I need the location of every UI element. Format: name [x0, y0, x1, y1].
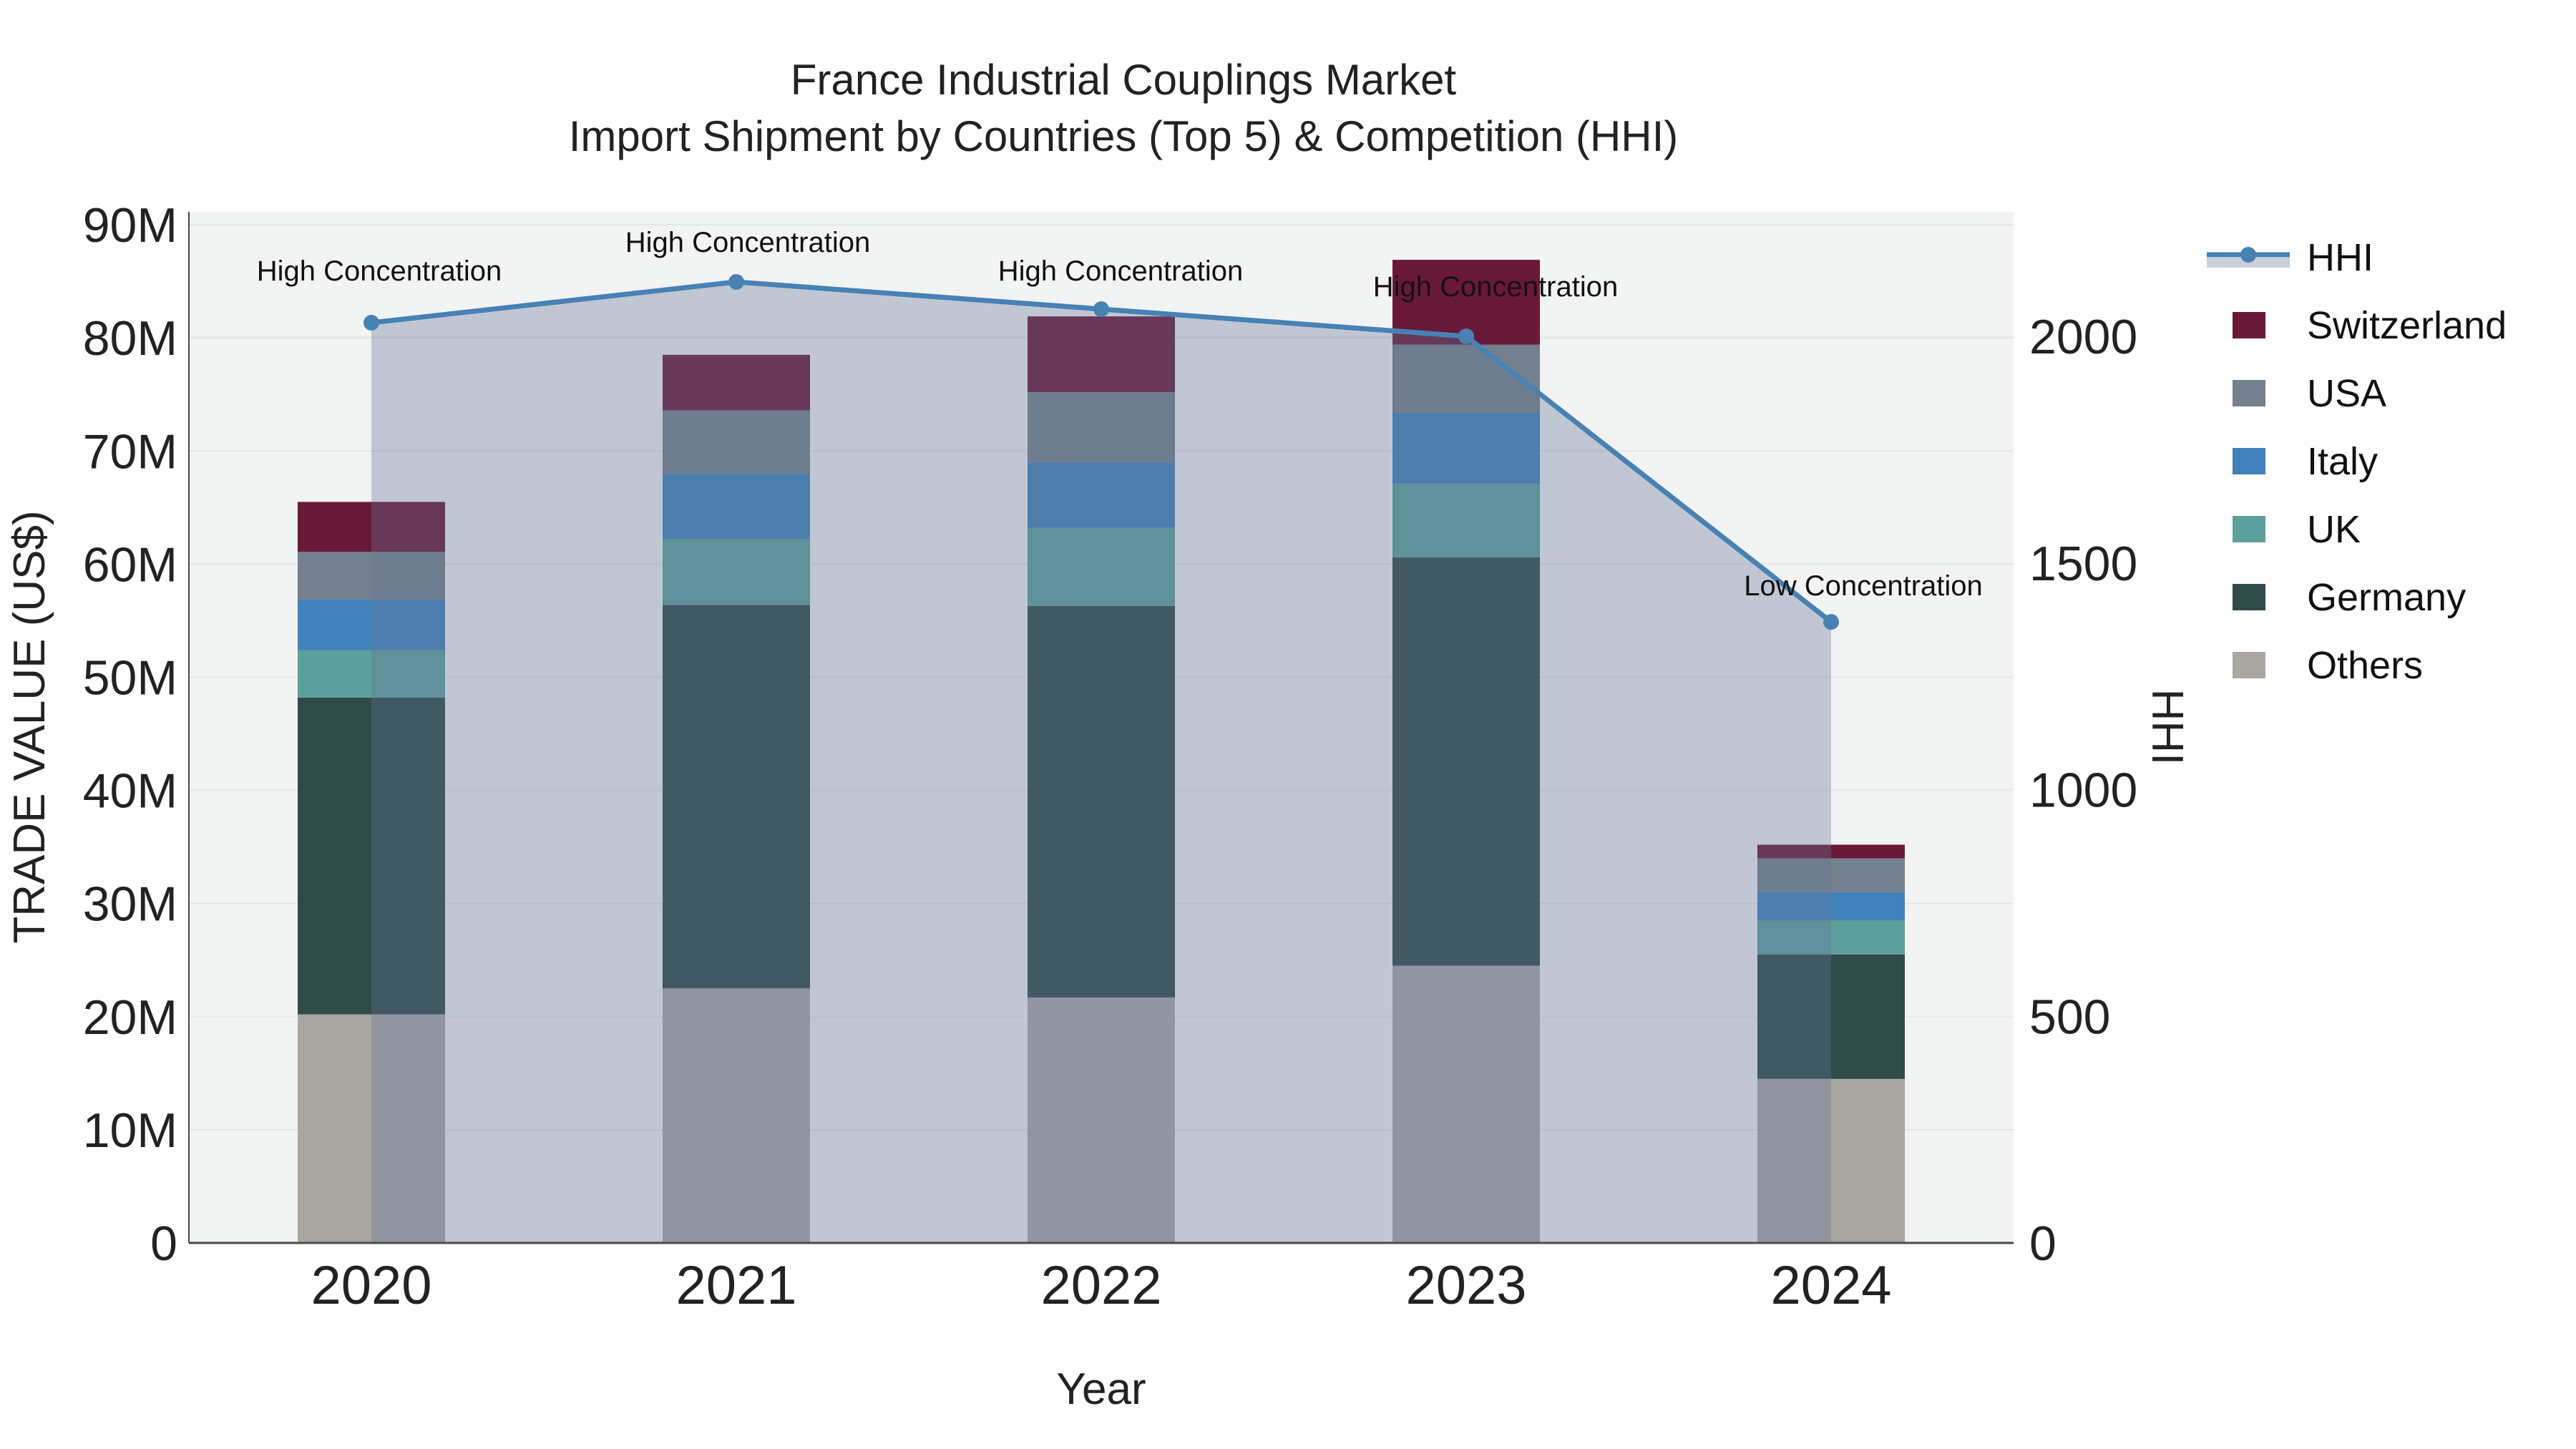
legend-label: Germany: [2307, 575, 2467, 619]
legend-label: USA: [2307, 371, 2387, 415]
bar-segment-2022-switzerland[interactable]: [1028, 316, 1175, 393]
legend-label: UK: [2307, 507, 2361, 551]
color-swatch-icon: [2205, 312, 2298, 338]
color-swatch: [2233, 584, 2265, 610]
y-left-tick-10M: 10M: [83, 1103, 177, 1158]
legend-label: Others: [2307, 643, 2424, 687]
bar-segment-2021-switzerland[interactable]: [663, 354, 810, 411]
bar-segment-2024-usa[interactable]: [1757, 858, 1905, 892]
legend-item-italy[interactable]: Italy: [2205, 427, 2507, 495]
y-left-tick-20M: 20M: [83, 990, 177, 1045]
annotation-2021: High Concentration: [625, 227, 870, 258]
x-tick-2020: 2020: [311, 1255, 431, 1316]
color-swatch: [2233, 380, 2265, 406]
color-swatch-icon: [2205, 652, 2298, 678]
bar-segment-2020-switzerland[interactable]: [298, 502, 445, 552]
legend: HHI Switzerland USA Italy UK Germany Others: [2205, 223, 2507, 699]
bar-segment-2021-germany[interactable]: [663, 605, 810, 989]
bar-segment-2020-usa[interactable]: [298, 552, 445, 600]
hhi-area-fill: [371, 281, 1831, 1244]
y-left-tick-90M: 90M: [83, 198, 177, 253]
legend-item-uk[interactable]: UK: [2205, 495, 2507, 563]
hhi-marker-2023[interactable]: [1458, 328, 1474, 344]
bar-segment-2021-usa[interactable]: [663, 410, 810, 474]
legend-label: Switzerland: [2307, 303, 2507, 347]
bar-segment-2023-usa[interactable]: [1392, 344, 1540, 413]
x-tick-2023: 2023: [1405, 1255, 1526, 1316]
bar-segment-2021-uk[interactable]: [663, 539, 810, 605]
bar-segment-2022-others[interactable]: [1028, 997, 1175, 1243]
bar-segment-2020-italy[interactable]: [298, 599, 445, 650]
y-left-tick-40M: 40M: [83, 764, 177, 819]
color-swatch: [2233, 312, 2265, 338]
legend-item-switzerland[interactable]: Switzerland: [2205, 291, 2507, 359]
bar-segment-2023-uk[interactable]: [1392, 484, 1540, 557]
bar-segment-2022-italy[interactable]: [1028, 462, 1175, 528]
y-left-tick-70M: 70M: [83, 424, 177, 479]
hhi-marker-2020[interactable]: [364, 314, 379, 331]
chart-title: France Industrial Couplings Market Impor…: [215, 52, 2032, 165]
bar-segment-2020-others[interactable]: [298, 1014, 445, 1243]
annotation-2020: High Concentration: [257, 255, 502, 287]
hhi-marker-2024[interactable]: [1823, 614, 1839, 630]
bar-segment-2022-usa[interactable]: [1028, 392, 1175, 463]
annotation-2023: High Concentration: [1373, 271, 1618, 303]
bar-segment-2020-germany[interactable]: [298, 697, 445, 1015]
bar-segment-2024-italy[interactable]: [1757, 892, 1905, 921]
y-right-tick-2000: 2000: [2029, 310, 2137, 364]
y-right-tick-500: 500: [2029, 990, 2110, 1044]
bar-segment-2023-germany[interactable]: [1392, 557, 1540, 966]
hhi-line-swatch-icon: [2205, 242, 2298, 273]
y-left-tick-60M: 60M: [83, 537, 177, 592]
bar-segment-2024-switzerland[interactable]: [1757, 844, 1905, 859]
color-swatch-icon: [2205, 448, 2298, 474]
legend-item-germany[interactable]: Germany: [2205, 563, 2507, 631]
x-axis-title: Year: [1056, 1365, 1146, 1414]
legend-item-hhi[interactable]: HHI: [2205, 223, 2507, 291]
y-right-tick-1000: 1000: [2029, 763, 2137, 818]
y-right-tick-0: 0: [2029, 1216, 2057, 1271]
bar-segment-2021-others[interactable]: [663, 988, 810, 1243]
y-left-tick-30M: 30M: [83, 877, 177, 932]
legend-item-usa[interactable]: USA: [2205, 359, 2507, 427]
x-tick-2024: 2024: [1770, 1255, 1891, 1316]
x-tick-2022: 2022: [1040, 1255, 1161, 1316]
color-swatch: [2233, 652, 2265, 678]
annotation-2024: Low Concentration: [1744, 570, 1983, 602]
bar-segment-2020-uk[interactable]: [298, 650, 445, 698]
color-swatch: [2233, 516, 2265, 542]
color-swatch-icon: [2205, 516, 2298, 542]
hhi-marker-2021[interactable]: [728, 273, 744, 290]
bar-segment-2021-italy[interactable]: [663, 473, 810, 540]
bar-segment-2023-italy[interactable]: [1392, 412, 1540, 484]
x-tick-2021: 2021: [675, 1255, 796, 1316]
color-swatch-icon: [2205, 380, 2298, 406]
chart-title-line2: Import Shipment by Countries (Top 5) & C…: [568, 112, 1679, 161]
y-left-tick-0: 0: [150, 1216, 177, 1271]
y-right-axis-title: HHI: [2142, 689, 2192, 766]
bar-segment-2024-uk[interactable]: [1757, 920, 1905, 955]
annotation-2022: High Concentration: [998, 255, 1243, 287]
legend-label: HHI: [2307, 235, 2373, 279]
y-left-tick-80M: 80M: [83, 311, 177, 366]
y-left-axis-title: TRADE VALUE (US$): [5, 510, 54, 943]
legend-item-others[interactable]: Others: [2205, 631, 2507, 699]
bar-segment-2023-others[interactable]: [1392, 965, 1540, 1243]
y-left-tick-50M: 50M: [83, 651, 177, 706]
bar-segment-2024-others[interactable]: [1757, 1078, 1905, 1243]
chart-title-line1: France Industrial Couplings Market: [790, 56, 1457, 104]
legend-label: Italy: [2307, 439, 2379, 483]
y-right-tick-1500: 1500: [2029, 537, 2137, 591]
color-swatch: [2233, 448, 2265, 474]
color-swatch-icon: [2205, 584, 2298, 610]
bar-segment-2022-uk[interactable]: [1028, 527, 1175, 606]
hhi-marker-2022[interactable]: [1093, 301, 1109, 317]
bar-segment-2024-germany[interactable]: [1757, 954, 1905, 1079]
bar-segment-2022-germany[interactable]: [1028, 605, 1175, 997]
